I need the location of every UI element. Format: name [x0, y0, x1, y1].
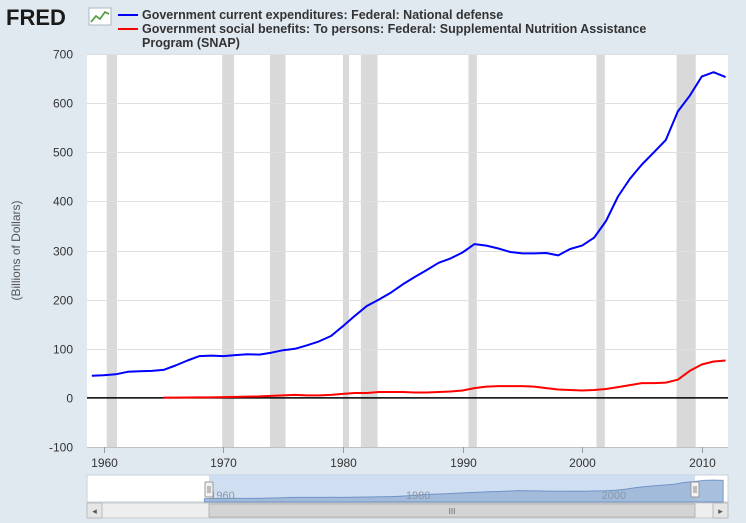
recession-band — [342, 54, 349, 447]
recession-band — [468, 54, 477, 447]
y-tick-label: 0 — [66, 392, 73, 406]
plot-area — [87, 54, 728, 447]
y-tick-label: 500 — [53, 146, 73, 160]
recession-band — [360, 54, 378, 447]
scrollbar-left-arrow-icon: ◂ — [92, 506, 97, 516]
recession-band — [222, 54, 235, 447]
chart-line-icon-line — [90, 10, 110, 23]
x-tick-label: 2000 — [569, 456, 596, 470]
y-tick-label: 300 — [53, 245, 73, 259]
y-tick-label: 200 — [53, 294, 73, 308]
scrollbar-left-button[interactable] — [86, 502, 103, 519]
chart-line-icon-frame — [88, 7, 112, 26]
y-tick-label: 400 — [53, 195, 73, 209]
navigator-series — [203, 479, 724, 503]
recession-band — [269, 54, 286, 447]
navigator-tick-label: 1960 — [210, 490, 234, 502]
x-tick-label: 2010 — [689, 456, 716, 470]
fred-logo-text: FRED — [6, 5, 66, 30]
navigator-tick-label: 1980 — [406, 490, 430, 502]
recession-band — [106, 54, 117, 447]
scrollbar-right-arrow-icon: ▸ — [718, 506, 723, 516]
legend-label-snap-line-2: Program (SNAP) — [142, 36, 240, 50]
chart-line-icon — [88, 7, 112, 26]
x-tick-label: 1980 — [330, 456, 357, 470]
scrollbar-grip-icon: III — [449, 507, 456, 516]
scrollbar-thumb[interactable] — [208, 503, 696, 518]
x-tick-label: 1960 — [91, 456, 118, 470]
navigator-tick-label: 2000 — [602, 490, 626, 502]
y-tick-label: 700 — [53, 48, 73, 62]
series-line-defense — [91, 71, 726, 377]
x-tick-label: 1970 — [210, 456, 237, 470]
series-line-snap — [163, 359, 726, 399]
y-tick-label: 100 — [53, 343, 73, 357]
legend-label-defense: Government current expenditures: Federal… — [142, 8, 503, 22]
recession-band — [596, 54, 605, 447]
y-axis-title: (Billions of Dollars) — [9, 200, 23, 300]
navigator-handle-left[interactable] — [204, 481, 214, 498]
scrollbar-right-button[interactable] — [712, 502, 729, 519]
recession-band — [676, 54, 696, 447]
x-tick-label: 1990 — [450, 456, 477, 470]
y-tick-label: 600 — [53, 97, 73, 111]
legend-label-snap-line-1: Government social benefits: To persons: … — [142, 22, 646, 36]
navigator-handle-right[interactable] — [690, 481, 700, 498]
y-tick-label: -100 — [49, 441, 73, 455]
